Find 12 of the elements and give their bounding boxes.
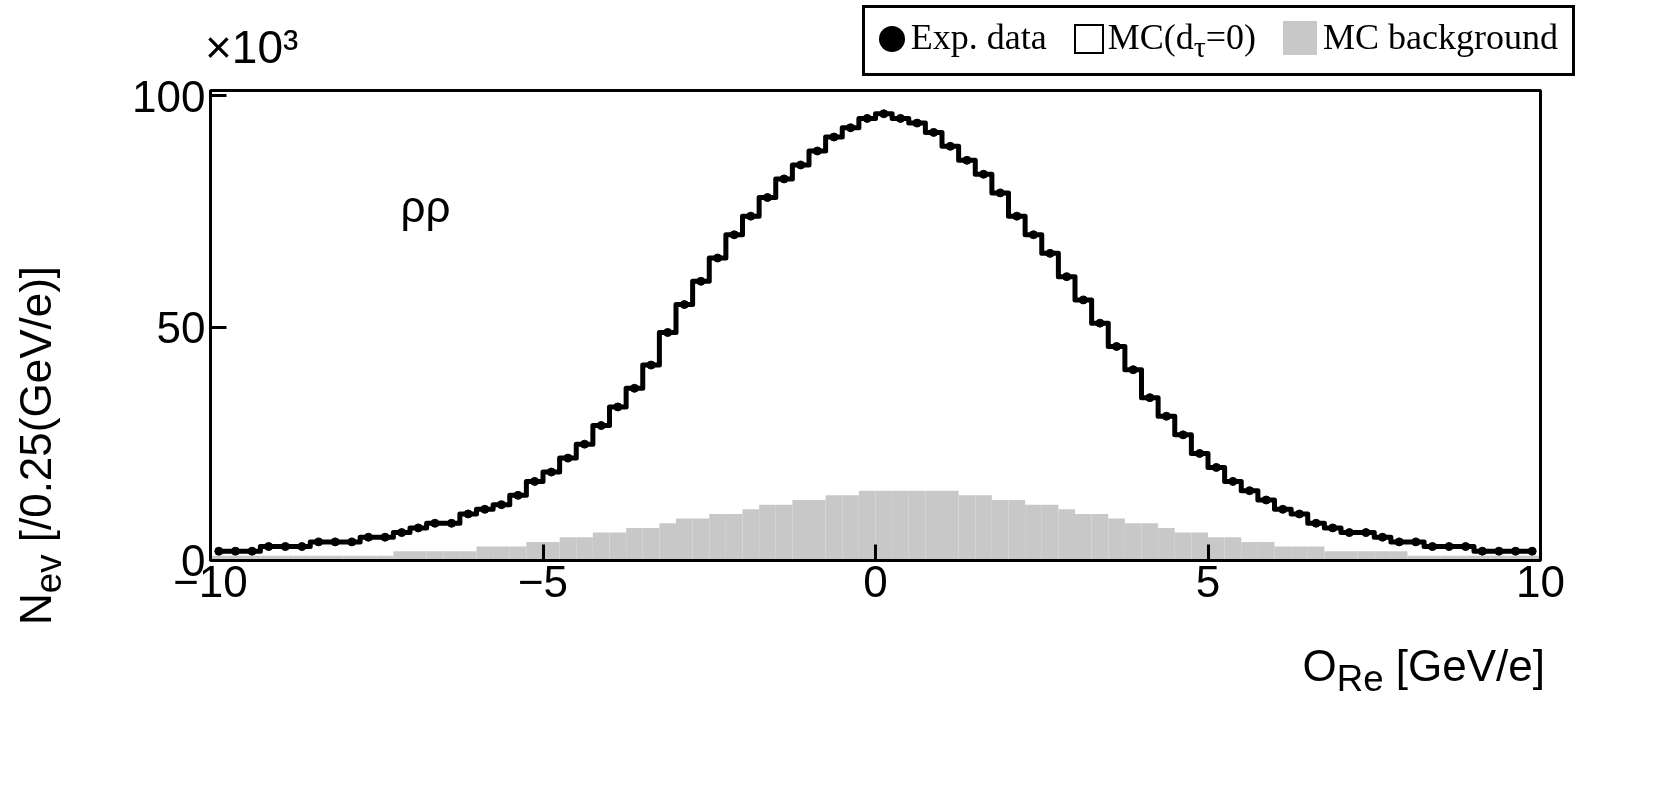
y-tick-label: 50	[156, 303, 206, 353]
annotation: ρρ	[400, 181, 451, 231]
text: ×10³	[205, 20, 299, 75]
legend-label: Exp. data	[910, 17, 1047, 57]
x-tick-label: 10	[1516, 556, 1565, 606]
x-tick-label: 0	[863, 556, 888, 606]
y-tick-label: 100	[132, 71, 206, 121]
x-tick-label: 5	[1195, 556, 1221, 606]
legend-label: MC(d$_{τ}$=0)	[1107, 17, 1257, 64]
x-tick-label: −5	[517, 556, 569, 606]
x-axis-title: O$_{Re}$ [GeV/e]	[1301, 640, 1545, 701]
legend-label: MC background	[1323, 17, 1558, 57]
